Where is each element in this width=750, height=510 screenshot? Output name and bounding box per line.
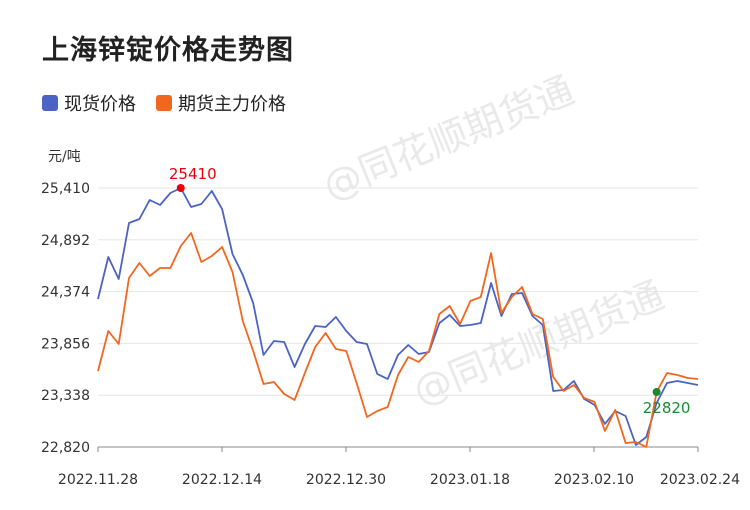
legend-label-futures: 期货主力价格 bbox=[178, 94, 286, 115]
series-line-1[interactable] bbox=[97, 232, 699, 448]
x-tick-label: 2022.11.28 bbox=[58, 472, 138, 488]
watermark-group: @同花顺期货通@同花顺期货通 bbox=[317, 68, 670, 413]
x-tick-label: 2023.02.10 bbox=[554, 472, 634, 488]
y-axis: 25,410 24,892 24,374 23,856 23,338 22,820 bbox=[41, 181, 90, 456]
y-tick-label: 24,892 bbox=[41, 233, 90, 249]
x-tick-label: 2023.01.18 bbox=[430, 472, 510, 488]
x-tick-label: 2022.12.14 bbox=[182, 472, 262, 488]
annotation-label-1: 22820 bbox=[643, 399, 691, 417]
grid-lines bbox=[98, 187, 698, 448]
y-tick-label: 23,338 bbox=[41, 388, 90, 404]
legend: 现货价格 期货主力价格 bbox=[42, 90, 306, 116]
legend-label-spot: 现货价格 bbox=[64, 94, 136, 115]
y-axis-unit: 元/吨 bbox=[48, 149, 81, 165]
legend-swatch-spot bbox=[42, 95, 58, 111]
x-axis: 2022.11.28 2022.12.14 2022.12.30 2023.01.18… bbox=[58, 447, 740, 488]
legend-item-futures[interactable]: 期货主力价格 bbox=[156, 90, 286, 116]
watermark-0: @同花顺期货通 bbox=[317, 68, 580, 208]
y-tick-label: 25,410 bbox=[41, 181, 90, 197]
annotation-point-1[interactable] bbox=[652, 388, 661, 396]
x-tick-label: 2022.12.30 bbox=[306, 472, 386, 488]
annotation-label-0: 25410 bbox=[169, 165, 217, 183]
y-tick-label: 22,820 bbox=[41, 440, 90, 456]
series-group bbox=[97, 187, 699, 448]
y-tick-label: 23,856 bbox=[41, 336, 90, 352]
annotation-point-0[interactable] bbox=[176, 184, 185, 192]
y-tick-label: 24,374 bbox=[41, 285, 90, 301]
x-tick-label: 2023.02.24 bbox=[660, 472, 740, 488]
legend-swatch-futures bbox=[156, 95, 172, 111]
chart-title: 上海锌锭价格走势图 bbox=[42, 35, 294, 66]
annotations: 25410 22820 bbox=[169, 165, 691, 417]
legend-item-spot[interactable]: 现货价格 bbox=[42, 90, 136, 116]
